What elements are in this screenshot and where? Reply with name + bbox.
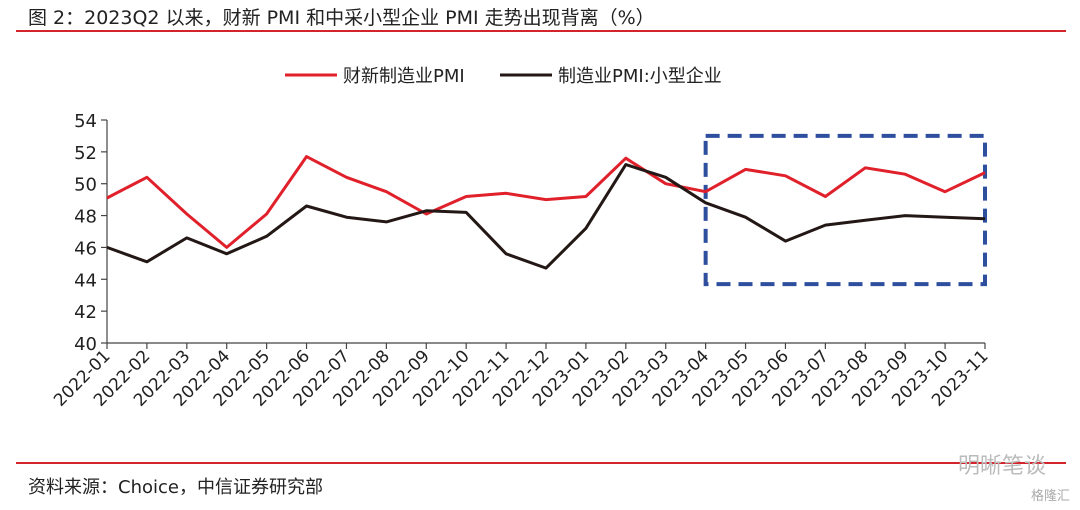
y-tick-label: 40 <box>74 334 97 355</box>
y-tick-label: 48 <box>74 207 97 228</box>
y-tick-label: 44 <box>74 270 97 291</box>
series-line-caixin-pmi <box>106 155 986 249</box>
source-divider <box>16 462 1066 464</box>
watermark: 明晰笔谈 <box>957 454 1046 479</box>
title-divider <box>16 30 1066 32</box>
y-tick-label: 50 <box>74 175 97 196</box>
figure-title: 图 2：2023Q2 以来，财新 PMI 和中采小型企业 PMI 走势出现背离（… <box>28 7 655 29</box>
series-line-small-enterprise-pmi <box>106 163 986 270</box>
y-tick-label: 42 <box>74 302 97 323</box>
y-tick-label: 54 <box>74 111 97 132</box>
legend-label: 财新制造业PMI <box>343 66 465 87</box>
divergence-highlight-box <box>703 133 987 287</box>
y-tick-label: 52 <box>74 143 97 164</box>
axes: 40424446485052542022-012022-022022-03202… <box>50 111 992 411</box>
legend-label: 制造业PMI:小型企业 <box>558 66 722 87</box>
source-note: 资料来源：Choice，中信证券研究部 <box>28 477 323 498</box>
legend: 财新制造业PMI 制造业PMI:小型企业 <box>285 66 722 87</box>
series-lines <box>106 155 986 270</box>
highlight-box <box>703 133 987 287</box>
y-tick-label: 46 <box>74 238 97 259</box>
watermark-sub: 格隆汇 <box>1030 489 1070 504</box>
